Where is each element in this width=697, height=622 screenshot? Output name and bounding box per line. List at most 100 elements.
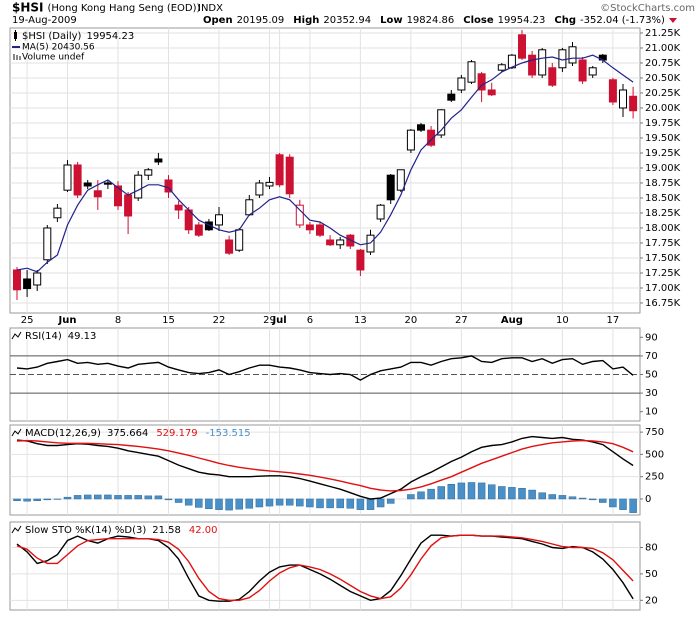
legend-reading: 21.58 [152,525,181,536]
candle-body [285,156,294,195]
histogram-bar [376,498,385,508]
y-tick-label: 20 [645,595,658,606]
candle-body [235,229,244,251]
quote-value: 20352.94 [323,15,371,26]
histogram-bar [558,495,567,500]
x-tick-label: Aug [501,315,523,326]
histogram-bar [578,497,587,500]
legend-label: $HSI (Daily) [22,31,82,42]
candle-body [134,174,143,199]
histogram-bar [326,498,334,509]
y-tick-label: 18.25K [645,208,681,219]
histogram-bar [13,498,21,501]
down-arrow [668,18,677,23]
y-tick-label: 10 [645,407,658,418]
histogram-bar [619,498,627,510]
histogram-bar [255,498,264,508]
quote-label: Open [203,15,233,26]
series-line [16,534,634,601]
histogram-bar [407,494,415,500]
candle-body [326,239,335,246]
candle-body [73,164,82,196]
y-tick-label: 20.25K [645,88,681,99]
histogram-bar [164,498,173,501]
histogram-bar [104,494,112,500]
candle-body [225,239,234,254]
histogram-bar [63,496,72,500]
candle-body [518,34,526,59]
histogram-bar [518,488,526,500]
legend-icon [11,525,22,534]
legend-reading: 20430.56 [52,43,95,53]
histogram-bar [285,498,294,506]
legend-label: RSI(14) [25,331,62,342]
histogram-bar [548,494,557,500]
histogram-bar [346,498,355,509]
histogram-bar [609,498,617,508]
histogram-bar [205,498,213,510]
x-tick-label: Jul [271,315,286,326]
x-tick-label: 29 [263,315,276,326]
x-tick-label: 15 [162,315,175,326]
x-tick-label: 13 [354,315,367,326]
x-tick-label: 25 [21,315,34,326]
y-tick-label: 18.75K [645,178,681,189]
histogram-bar [316,498,324,509]
histogram-bar [275,498,284,506]
candle-body [568,46,577,64]
candle-body [588,67,597,76]
legend-icon [13,54,15,60]
candle-body [124,194,133,217]
y-tick-label: 250 [645,472,664,483]
candle-body [154,158,163,163]
legend-label: Slow STO %K(14) %D(3) [25,525,146,536]
series-line [16,355,634,381]
candle-body [194,224,203,236]
y-tick-label: 750 [645,427,664,438]
candle-body [487,89,496,96]
candle-body [538,49,547,76]
legend-label: MACD(12,26,9) [25,428,101,439]
histogram-bar [43,498,52,501]
quote-value: 20195.09 [237,15,285,26]
source: ©StockCharts.com [600,3,695,14]
y-tick-label: 500 [645,449,664,460]
candle-body [103,182,112,185]
candle-body [457,77,466,91]
histogram-bar [124,495,132,500]
histogram-bar [427,488,435,500]
candle-body [376,204,385,220]
series-line [16,439,634,492]
histogram-bar [296,498,304,507]
histogram-bar [437,486,445,500]
histogram-bar [184,498,193,506]
histogram-bar [144,495,153,500]
histogram-bar [265,498,274,507]
candle-body [356,249,365,271]
candle-body [83,182,92,187]
legend-icon [11,428,22,437]
panel-frame [9,424,641,516]
y-tick-label: 90 [645,332,658,343]
candle-body [265,181,274,187]
legend-icon [11,331,22,340]
candle-body [528,54,537,76]
legend-reading: 42.00 [189,525,218,536]
quote-value: 19824.86 [407,15,455,26]
candle-body [63,164,72,191]
y-tick-label: 21.00K [645,43,681,54]
candle-body [497,64,506,71]
series-line [16,534,634,602]
candle-body [467,61,476,83]
histogram-bar [195,498,203,508]
histogram-bar [538,492,546,500]
histogram-bar [599,498,607,503]
histogram-bar [457,482,466,500]
histogram-bar [508,487,516,500]
candle-body [548,67,557,86]
histogram-bar [174,498,183,503]
histogram-bar [94,494,102,500]
histogram-bar [447,484,456,500]
histogram-bar [215,498,223,510]
